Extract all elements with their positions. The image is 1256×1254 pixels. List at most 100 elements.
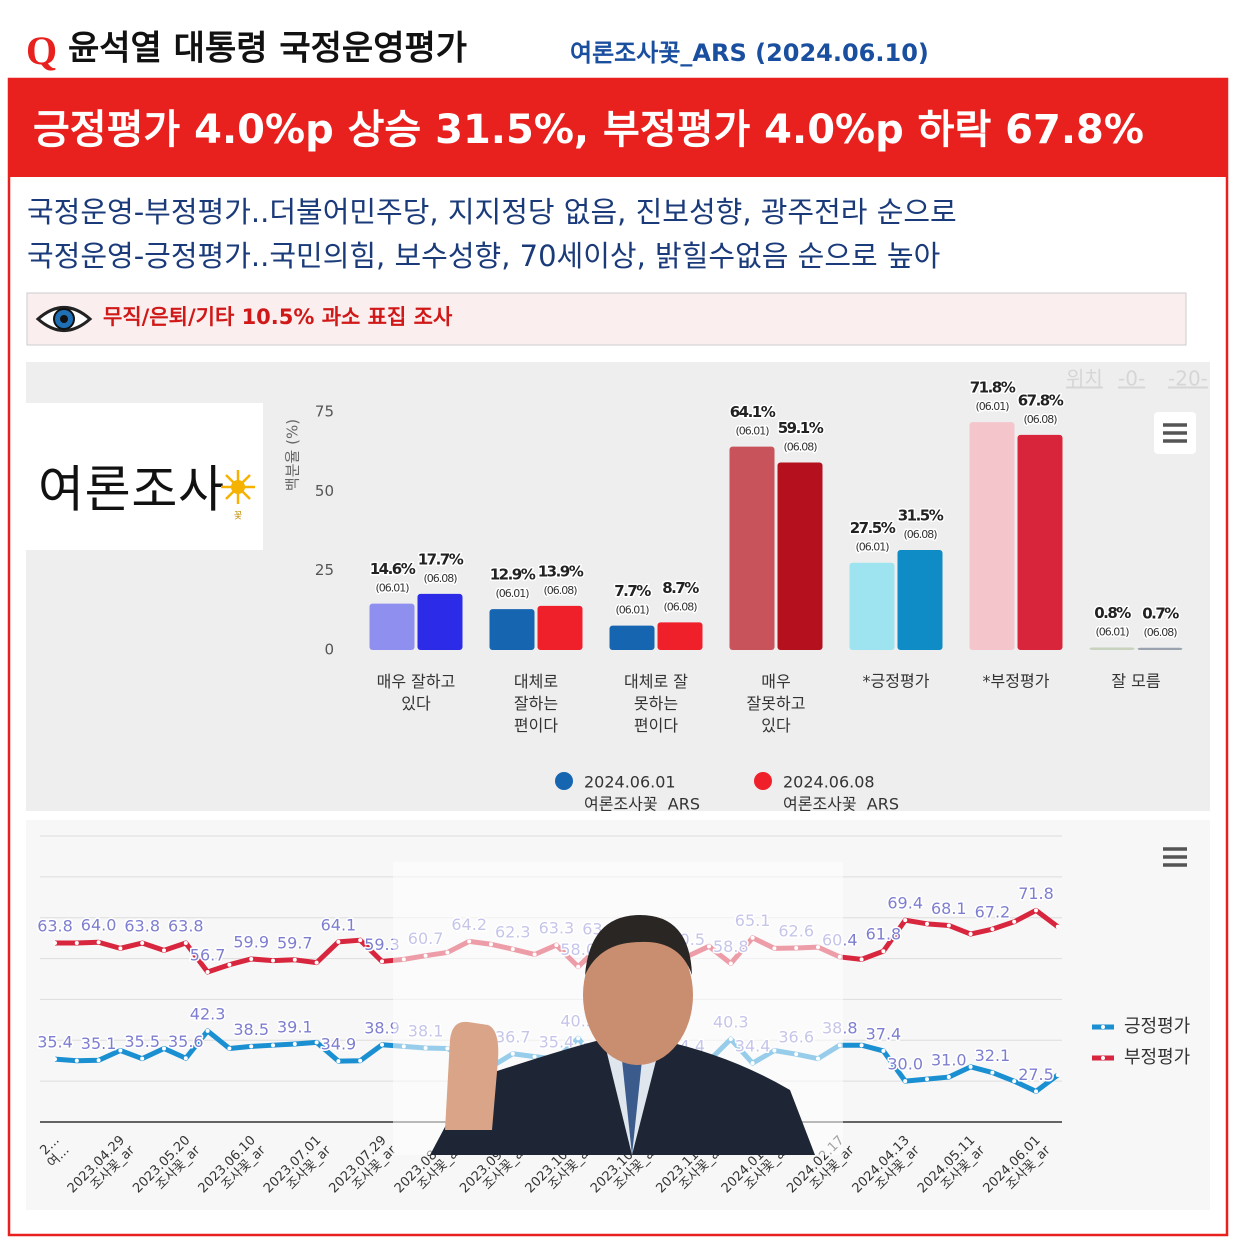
value-label: 63.8	[37, 917, 73, 936]
point	[314, 960, 319, 965]
period-label: (06.01)	[735, 425, 769, 438]
bar	[609, 625, 655, 650]
photo	[393, 862, 843, 1155]
period-label: (06.01)	[375, 582, 409, 595]
menu-button[interactable]	[1154, 836, 1196, 878]
y-tick-label: 25	[315, 561, 334, 579]
bar	[969, 422, 1015, 650]
point	[292, 957, 297, 962]
x-tick-label: 대체로 잘하는 편이다	[514, 672, 558, 735]
value-label: 31.0	[931, 1051, 967, 1070]
x-tick-label: *부정평가	[983, 672, 1050, 691]
value-label: 67.8%	[1018, 391, 1064, 409]
point	[53, 1057, 57, 1062]
value-label: 38.9	[364, 1018, 400, 1037]
value-label: 69.4	[887, 894, 923, 913]
logo-box	[26, 403, 263, 550]
legend-label: 긍정평가	[1124, 1016, 1190, 1037]
value-label: 30.0	[887, 1055, 923, 1074]
point	[118, 1048, 123, 1053]
point	[925, 921, 929, 926]
value-label: 59.7	[277, 933, 313, 952]
point	[74, 941, 79, 946]
point	[74, 1058, 79, 1063]
headline: 긍정평가 4.0%p 상승 31.5%, 부정평가 4.0%p 하락 67.8%	[33, 107, 1144, 153]
point	[380, 959, 384, 964]
legend-label: 부정평가	[1124, 1047, 1190, 1068]
period-label: (06.08)	[423, 572, 457, 585]
point	[946, 1075, 951, 1080]
y-tick-label: 75	[315, 403, 334, 421]
point	[1012, 1079, 1017, 1084]
point	[925, 1077, 929, 1082]
point	[118, 946, 123, 951]
logo-flower-text: 꽃	[234, 511, 242, 522]
point	[990, 927, 995, 932]
period-label: (06.08)	[1143, 626, 1177, 639]
period-label: (06.01)	[1095, 625, 1129, 638]
bar	[417, 593, 463, 650]
bar	[1017, 434, 1063, 650]
subtitle: 여론조사꽃_ARS (2024.06.10)	[570, 39, 929, 67]
value-label: 59.1%	[778, 419, 824, 437]
point	[183, 941, 188, 946]
bar	[729, 446, 775, 650]
y-tick-label: 50	[315, 482, 334, 500]
value-label: 17.7%	[418, 550, 464, 568]
value-label: 37.4	[866, 1024, 902, 1043]
headline-banner	[9, 79, 1227, 177]
point	[859, 1043, 864, 1048]
point	[1034, 908, 1038, 913]
period-label: (06.08)	[1023, 413, 1057, 426]
value-label: 38.5	[233, 1020, 269, 1039]
point	[271, 958, 275, 963]
bar	[657, 622, 703, 650]
legend-label: 2024.06.08	[783, 773, 875, 792]
link[interactable]: -0-	[1118, 367, 1145, 391]
point	[336, 1059, 341, 1064]
bar-chart: 백분율 (%) 0 25 50 75 매우 잘하고 있다 대체로 잘하는 편이다 대체로 잘 못하는 편…	[284, 377, 1183, 814]
point	[1034, 1089, 1038, 1094]
period-label: (06.08)	[903, 528, 937, 541]
point	[271, 1043, 275, 1048]
link[interactable]: -20-	[1168, 367, 1208, 391]
period-label: (06.08)	[783, 440, 817, 453]
value-label: 56.7	[190, 946, 226, 965]
legend-marker	[555, 772, 573, 790]
value-label: 71.8	[1018, 884, 1054, 903]
value-label: 42.3	[190, 1004, 226, 1023]
value-label: 63.8	[168, 917, 204, 936]
x-tick-label: 대체로 잘 못하는 편이다	[624, 672, 688, 735]
point	[140, 1056, 145, 1061]
y-axis-label: 백분율 (%)	[284, 419, 302, 491]
point	[336, 939, 341, 944]
period-label: (06.01)	[495, 587, 529, 600]
value-label: 7.7%	[614, 582, 651, 600]
link[interactable]: 위치	[1066, 367, 1103, 391]
x-tick-label: 매우 잘못하고 있다	[747, 672, 806, 735]
bar	[489, 609, 535, 650]
point	[292, 1041, 297, 1046]
value-label: 59.3	[364, 935, 400, 954]
value-label: 64.1	[321, 915, 357, 934]
point	[314, 1040, 319, 1045]
bar	[1089, 647, 1135, 650]
legend-label: 2024.06.01	[584, 773, 676, 792]
point	[162, 1046, 166, 1051]
point	[1012, 919, 1017, 924]
value-label: 35.4	[37, 1033, 73, 1052]
period-label: (06.08)	[663, 600, 697, 613]
point	[903, 1079, 908, 1084]
point	[903, 918, 908, 923]
bar	[537, 605, 583, 650]
value-label: 8.7%	[662, 579, 699, 597]
point	[96, 940, 101, 945]
value-label: 68.1	[931, 899, 967, 918]
period-label: (06.01)	[855, 541, 889, 554]
point	[968, 932, 973, 937]
bar	[1137, 647, 1183, 650]
value-label: 12.9%	[490, 566, 536, 584]
point	[183, 1056, 188, 1061]
menu-button[interactable]	[1154, 412, 1196, 454]
